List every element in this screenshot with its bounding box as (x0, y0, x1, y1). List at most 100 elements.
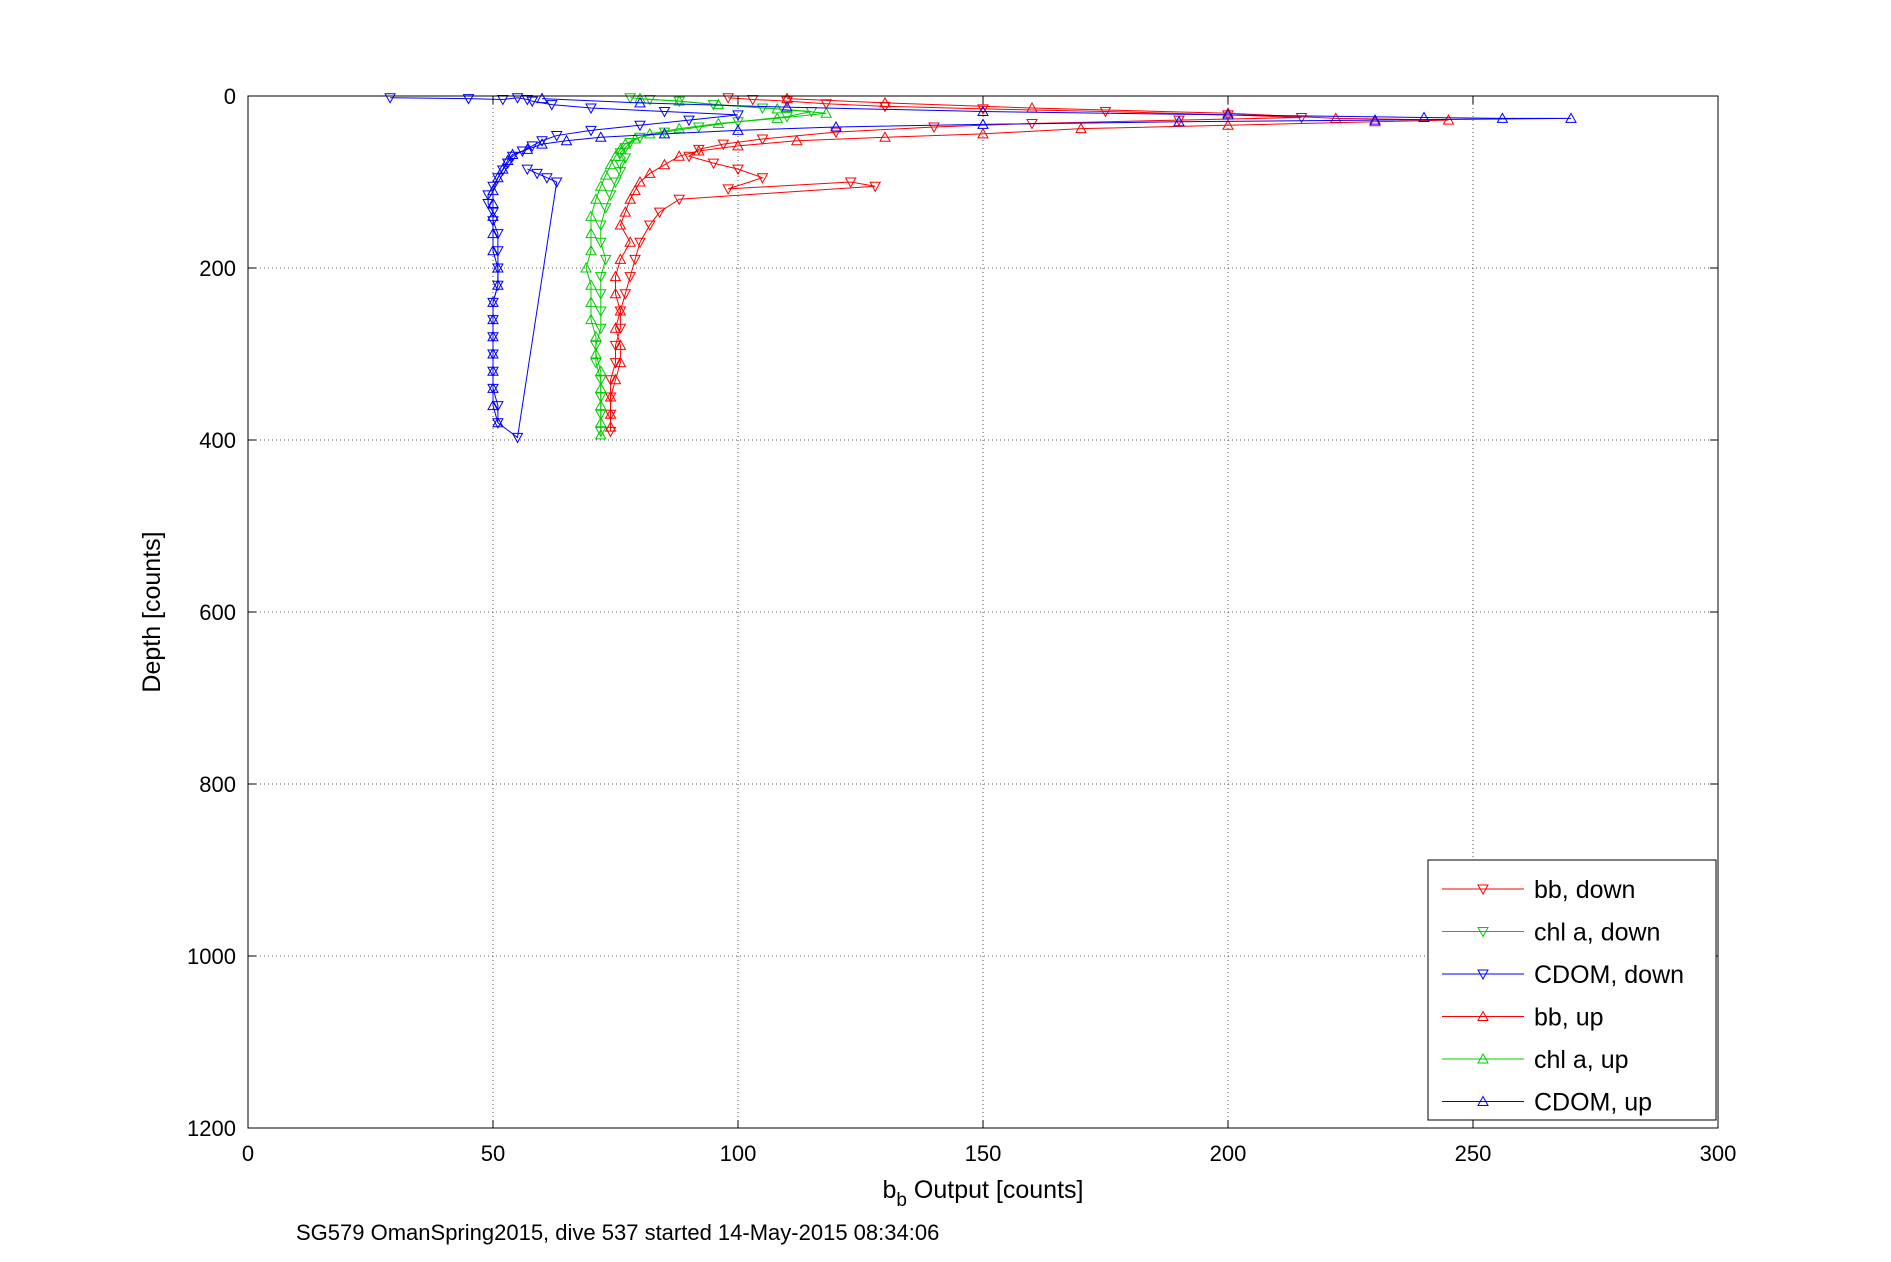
data-point (879, 131, 891, 142)
data-point (658, 106, 671, 118)
data-point (594, 131, 607, 142)
y-tick-label: 0 (224, 84, 236, 109)
data-point (609, 287, 622, 299)
data-point (717, 139, 730, 151)
data-point (594, 416, 607, 428)
data-point (604, 375, 617, 386)
grid (248, 96, 1718, 1128)
data-point (609, 373, 622, 385)
data-point (1173, 115, 1185, 127)
series-5 (487, 92, 1577, 428)
y-axis-label: Depth [counts] (138, 531, 166, 692)
data-point (536, 92, 548, 104)
data-point (820, 107, 833, 118)
data-point (384, 93, 396, 104)
legend-box (1427, 859, 1717, 1121)
data-point (732, 110, 744, 121)
data-point (599, 203, 612, 214)
data-point (521, 143, 534, 154)
data-point (585, 244, 597, 256)
data-point (585, 227, 597, 239)
data-point (643, 167, 656, 178)
data-point (594, 428, 607, 440)
data-point (977, 127, 989, 139)
legend-marker (1477, 1010, 1489, 1021)
data-point (609, 177, 622, 189)
data-point (634, 237, 646, 249)
data-point (928, 122, 940, 133)
data-point (487, 184, 499, 196)
data-point (619, 289, 632, 300)
data-point (614, 356, 627, 368)
data-point (604, 190, 617, 201)
series-line (492, 98, 1572, 423)
data-point (634, 96, 646, 108)
data-point (614, 339, 627, 350)
data-point (496, 94, 509, 106)
data-point (492, 246, 504, 257)
data-point (619, 138, 632, 149)
data-point (604, 390, 617, 402)
data-point (526, 96, 539, 108)
data-point (487, 330, 499, 342)
data-point (683, 115, 695, 127)
data-point (692, 122, 705, 133)
x-axis-label-rest: Output [counts] (907, 1176, 1084, 1204)
data-point (594, 180, 607, 191)
data-point (1295, 113, 1308, 124)
data-point (624, 93, 637, 104)
data-point (506, 148, 519, 159)
data-point (511, 432, 524, 444)
legend-label: CDOM, down (1534, 961, 1684, 989)
data-point (492, 279, 504, 290)
data-point (545, 100, 558, 111)
legend-marker (1477, 1095, 1489, 1106)
data-point (462, 94, 475, 105)
data-point (977, 105, 989, 116)
data-point (590, 193, 602, 204)
data-point (1099, 106, 1112, 118)
series-layer (384, 92, 1577, 444)
data-point (531, 168, 543, 180)
series-line (595, 97, 812, 432)
y-tick-label: 1200 (187, 1116, 236, 1141)
data-point (536, 136, 548, 147)
data-point (492, 401, 504, 412)
data-point (482, 199, 494, 210)
data-point (643, 127, 656, 139)
data-point (756, 134, 769, 146)
data-point (594, 382, 607, 393)
series-line (585, 98, 827, 435)
data-point (634, 175, 646, 187)
data-point (614, 323, 627, 335)
data-point (977, 104, 989, 115)
data-point (594, 289, 607, 300)
data-point (722, 93, 735, 104)
data-point (590, 347, 602, 359)
data-point (487, 347, 499, 359)
data-point (1496, 112, 1509, 123)
data-point (604, 421, 617, 432)
data-point (609, 340, 622, 352)
data-point (487, 210, 499, 221)
data-point (487, 382, 499, 393)
legend-label: chl a, down (1534, 919, 1660, 947)
data-point (594, 323, 607, 335)
x-tick-label: 50 (481, 1141, 505, 1166)
data-point (487, 399, 499, 411)
data-point (712, 117, 725, 129)
data-point (771, 112, 784, 123)
data-point (614, 143, 627, 154)
data-point (604, 426, 617, 438)
y-tick-label: 800 (199, 772, 236, 797)
data-point (732, 164, 744, 176)
legend-label: chl a, up (1534, 1046, 1629, 1074)
data-point (594, 306, 607, 318)
data-point (609, 358, 622, 369)
legend-marker (1477, 1052, 1489, 1064)
data-point (487, 365, 499, 376)
data-point (594, 399, 607, 411)
x-tick-label: 150 (965, 1141, 1002, 1166)
data-point (482, 190, 494, 201)
